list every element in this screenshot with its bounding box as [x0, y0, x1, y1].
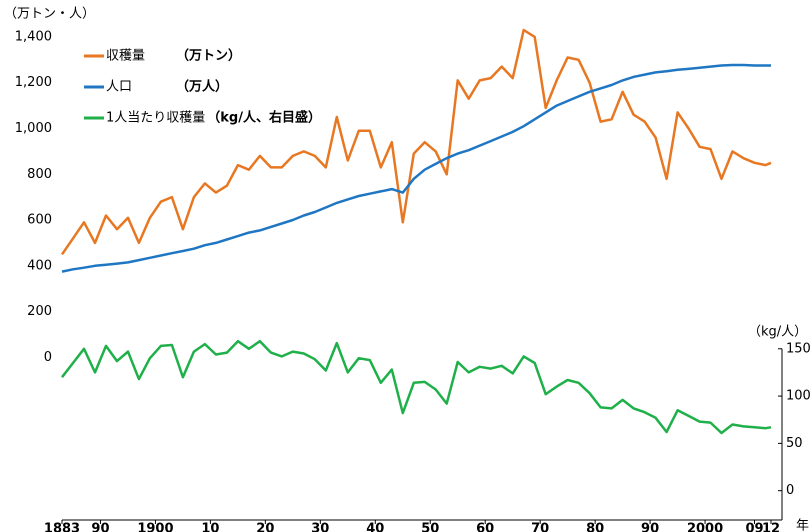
x-tick-label: 80 [586, 522, 604, 532]
y2-tick-label: 150 [786, 341, 811, 356]
y-tick-label: 200 [27, 304, 52, 319]
legend-label: 収穫量 [106, 49, 145, 64]
y-tick-label: 1,000 [15, 121, 52, 136]
legend-unit: （kg/人、右目盛） [207, 110, 321, 126]
x-tick-label: 30 [311, 522, 329, 532]
y2-tick-label: 0 [786, 483, 794, 498]
y-tick-label: 600 [27, 213, 52, 228]
y2-axis-label: （kg/人） [748, 325, 807, 340]
x-tick-label: 10 [201, 522, 219, 532]
y2-tick-label: 100 [786, 389, 811, 404]
y-tick-label: 1,200 [15, 75, 52, 90]
y-tick-label: 1,400 [15, 29, 52, 44]
x-tick-label: 70 [531, 522, 549, 532]
x-tick-label: 1883 [44, 522, 80, 532]
x-tick-label: 1900 [137, 522, 173, 532]
x-tick-label: 40 [366, 522, 384, 532]
y-tick-label: 400 [27, 258, 52, 273]
y-tick-label: 0 [44, 350, 52, 365]
x-tick-label: 20 [256, 522, 274, 532]
x-axis-label: 年 [796, 519, 809, 532]
y-tick-label: 800 [27, 167, 52, 182]
x-tick-label: 09 [745, 522, 763, 532]
y-axis-label: （万トン・人） [4, 7, 95, 22]
legend-label: 人口 [106, 80, 132, 95]
y2-tick-label: 50 [786, 436, 803, 451]
series-line [60, 28, 772, 256]
x-tick-label: 90 [91, 522, 109, 532]
x-tick-label: 60 [476, 522, 494, 532]
legend-label: 1人当たり収穫量 [106, 111, 205, 126]
x-tick-label: 50 [421, 522, 439, 532]
legend-unit: （万人） [176, 79, 228, 95]
series-line [61, 63, 771, 273]
x-tick-label: 2000 [687, 522, 723, 532]
x-tick-label: 90 [641, 522, 659, 532]
legend-unit: （万トン） [176, 48, 241, 64]
x-tick-label: 12 [762, 522, 780, 532]
series-line [61, 339, 772, 435]
